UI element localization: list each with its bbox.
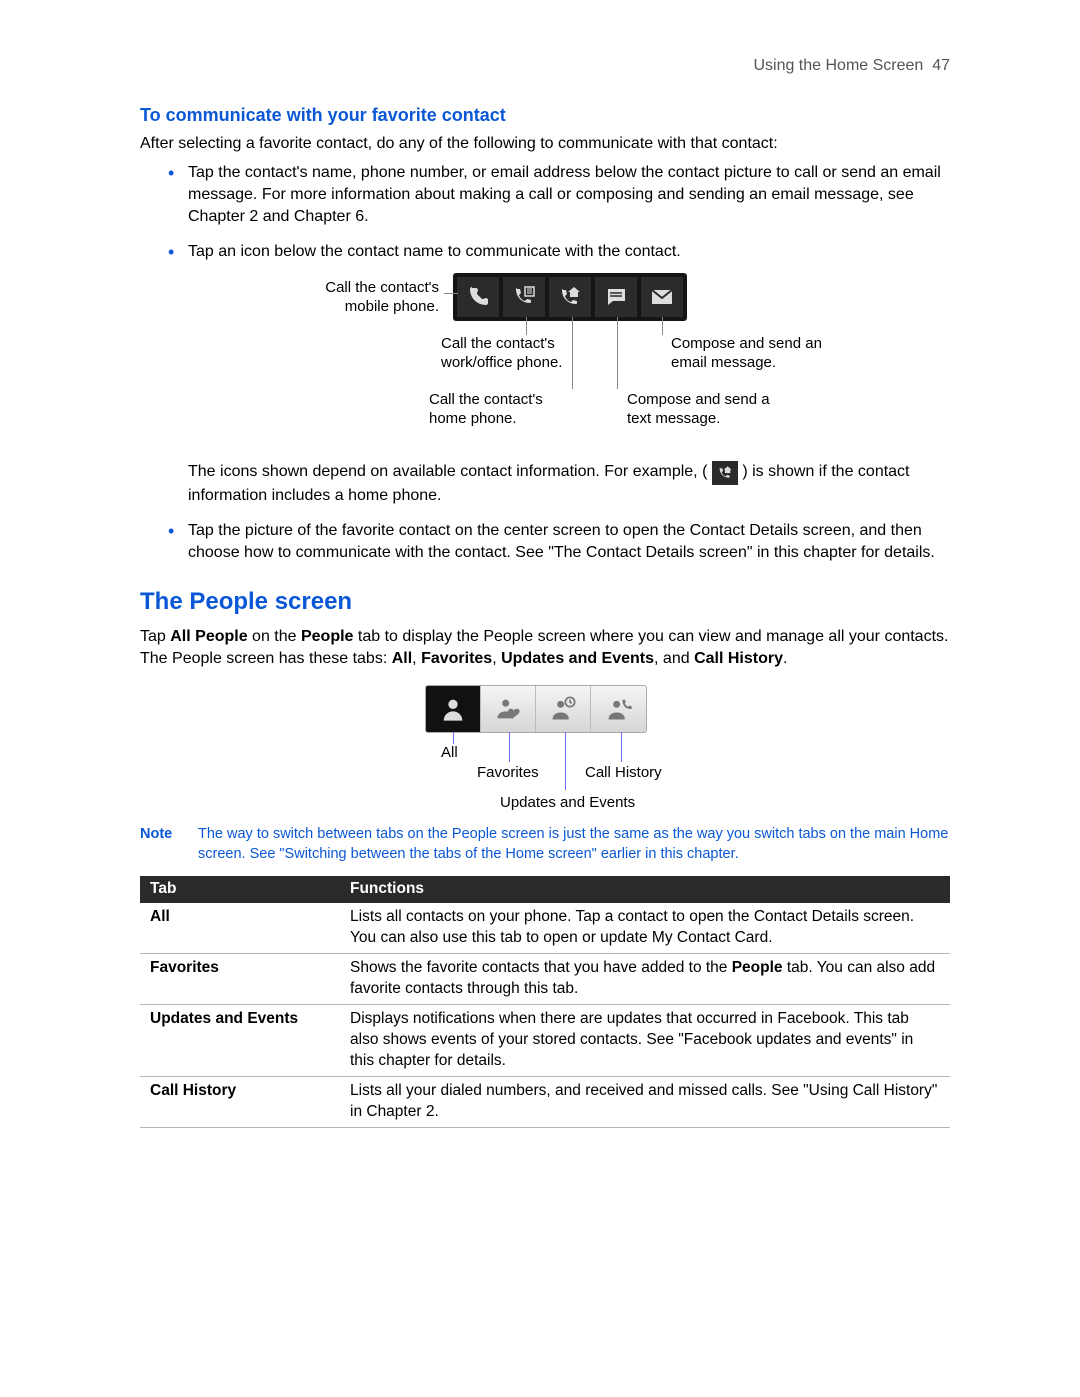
text-message-icon <box>595 277 637 317</box>
label-email: Compose and send anemail message. <box>671 335 851 373</box>
tab-functions-table: Tab Functions All Lists all contacts on … <box>140 876 950 1127</box>
cell-tab: All <box>140 903 340 953</box>
label-work: Call the contact'swork/office phone. <box>441 335 591 373</box>
bullet-tap-name: Tap the contact's name, phone number, or… <box>188 162 950 227</box>
th-tab: Tab <box>140 876 340 903</box>
contact-icon-bar <box>453 273 687 321</box>
work-phone-icon <box>503 277 545 317</box>
cell-func: Lists all your dialed numbers, and recei… <box>340 1076 950 1127</box>
label-text: Compose and send atext message. <box>627 391 807 429</box>
label-home: Call the contact'shome phone. <box>429 391 579 429</box>
cell-func: Displays notifications when there are up… <box>340 1004 950 1076</box>
people-tabs-diagram: All Favorites Updates and Events Call Hi… <box>305 685 785 815</box>
th-functions: Functions <box>340 876 950 903</box>
table-row: Updates and Events Displays notification… <box>140 1004 950 1076</box>
cell-tab: Call History <box>140 1076 340 1127</box>
h2-people-screen: The People screen <box>140 586 950 618</box>
page-number: 47 <box>932 57 950 74</box>
tabs-label-call-history: Call History <box>585 763 662 783</box>
tab-call-history-icon <box>591 686 646 732</box>
table-row: Call History Lists all your dialed numbe… <box>140 1076 950 1127</box>
tab-favorites-icon <box>481 686 536 732</box>
bullet-tap-picture: Tap the picture of the favorite contact … <box>188 520 950 563</box>
note-label: Note <box>140 825 184 864</box>
label-mobile: Call the contact'smobile phone. <box>289 279 439 317</box>
email-icon <box>641 277 683 317</box>
page-header: Using the Home Screen 47 <box>140 55 950 77</box>
home-phone-inline-icon <box>712 461 738 485</box>
icons-note-a: The icons shown depend on available cont… <box>188 463 707 480</box>
people-tab-bar <box>425 685 647 733</box>
people-paragraph: Tap All People on the People tab to disp… <box>140 626 950 669</box>
bullet-tap-icon: Tap an icon below the contact name to co… <box>188 241 950 506</box>
table-row: Favorites Shows the favorite contacts th… <box>140 954 950 1005</box>
section-name: Using the Home Screen <box>753 57 923 74</box>
subsection-title: To communicate with your favorite contac… <box>140 103 950 127</box>
tabs-label-updates: Updates and Events <box>500 793 635 813</box>
cell-tab: Favorites <box>140 954 340 1005</box>
table-row: All Lists all contacts on your phone. Ta… <box>140 903 950 953</box>
intro-paragraph: After selecting a favorite contact, do a… <box>140 133 950 155</box>
icons-note: The icons shown depend on available cont… <box>188 461 950 507</box>
cell-func: Shows the favorite contacts that you hav… <box>340 954 950 1005</box>
tab-all-icon <box>426 686 481 732</box>
tabs-label-favorites: Favorites <box>477 763 539 783</box>
mobile-phone-icon <box>457 277 499 317</box>
iconbar-diagram: Call the contact'smobile phone. Call the… <box>289 273 849 443</box>
note-text: The way to switch between tabs on the Pe… <box>198 825 950 864</box>
bullet-tap-icon-text: Tap an icon below the contact name to co… <box>188 243 681 260</box>
note-block: Note The way to switch between tabs on t… <box>140 825 950 864</box>
cell-func: Lists all contacts on your phone. Tap a … <box>340 903 950 953</box>
tab-updates-icon <box>536 686 591 732</box>
cell-tab: Updates and Events <box>140 1004 340 1076</box>
tabs-label-all: All <box>441 743 458 763</box>
home-phone-icon <box>549 277 591 317</box>
